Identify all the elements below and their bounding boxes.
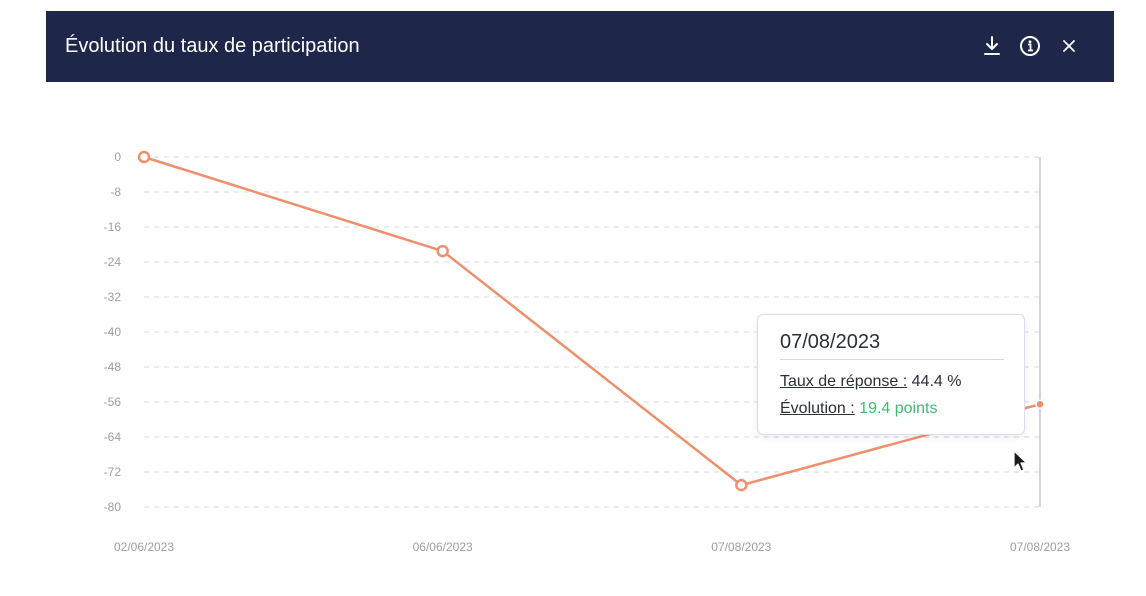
- y-tick-label: -56: [104, 395, 122, 409]
- x-tick-label: 07/08/2023: [1010, 540, 1070, 554]
- tooltip-evolution-row: Évolution : 19.4 points: [780, 400, 937, 418]
- data-point[interactable]: [436, 244, 449, 258]
- y-tick-label: -80: [104, 500, 122, 514]
- info-button[interactable]: [1017, 33, 1043, 59]
- data-point[interactable]: [137, 150, 151, 164]
- y-tick-label: -72: [104, 465, 122, 479]
- y-tick-label: -64: [104, 430, 122, 444]
- x-tick-label: 02/06/2023: [114, 540, 174, 554]
- mouse-cursor-icon: [1013, 450, 1028, 472]
- x-axis: 02/06/2023 06/06/2023 07/08/2023 07/08/2023: [114, 540, 1070, 554]
- download-icon: [984, 36, 1000, 55]
- y-axis: 0 -8 -16 -24 -32 -40 -48 -56 -64 -72 -80: [104, 150, 122, 514]
- data-point[interactable]: [1035, 399, 1045, 409]
- y-tick-label: -24: [104, 255, 122, 269]
- chart-header: Évolution du taux de participation: [46, 11, 1114, 82]
- close-button[interactable]: [1056, 33, 1082, 59]
- series-points: [137, 150, 1045, 492]
- y-tick-label: -48: [104, 360, 122, 374]
- tooltip-evolution-value: 19.4 points: [859, 400, 938, 417]
- y-tick-label: -8: [110, 185, 121, 199]
- series-line: [143, 155, 1041, 487]
- chart-tooltip: 07/08/2023 Taux de réponse : 44.4 % Évol…: [757, 314, 1025, 435]
- data-point[interactable]: [735, 478, 748, 492]
- y-tick-label: 0: [114, 150, 121, 164]
- chart-title: Évolution du taux de participation: [65, 35, 360, 57]
- tooltip-divider: [780, 359, 1004, 360]
- y-tick-label: -40: [104, 325, 122, 339]
- x-tick-label: 06/06/2023: [413, 540, 473, 554]
- tooltip-rate-label: Taux de réponse :: [780, 373, 908, 390]
- y-tick-label: -32: [104, 290, 122, 304]
- x-tick-label: 07/08/2023: [711, 540, 771, 554]
- tooltip-evolution-label: Évolution :: [780, 400, 855, 417]
- info-icon: [1020, 36, 1040, 56]
- close-icon: [1063, 40, 1075, 52]
- y-tick-label: -16: [104, 220, 122, 234]
- tooltip-rate-row: Taux de réponse : 44.4 %: [780, 373, 961, 391]
- tooltip-rate-value: 44.4 %: [911, 373, 962, 390]
- tooltip-date: 07/08/2023: [780, 331, 881, 353]
- download-button[interactable]: [979, 33, 1005, 59]
